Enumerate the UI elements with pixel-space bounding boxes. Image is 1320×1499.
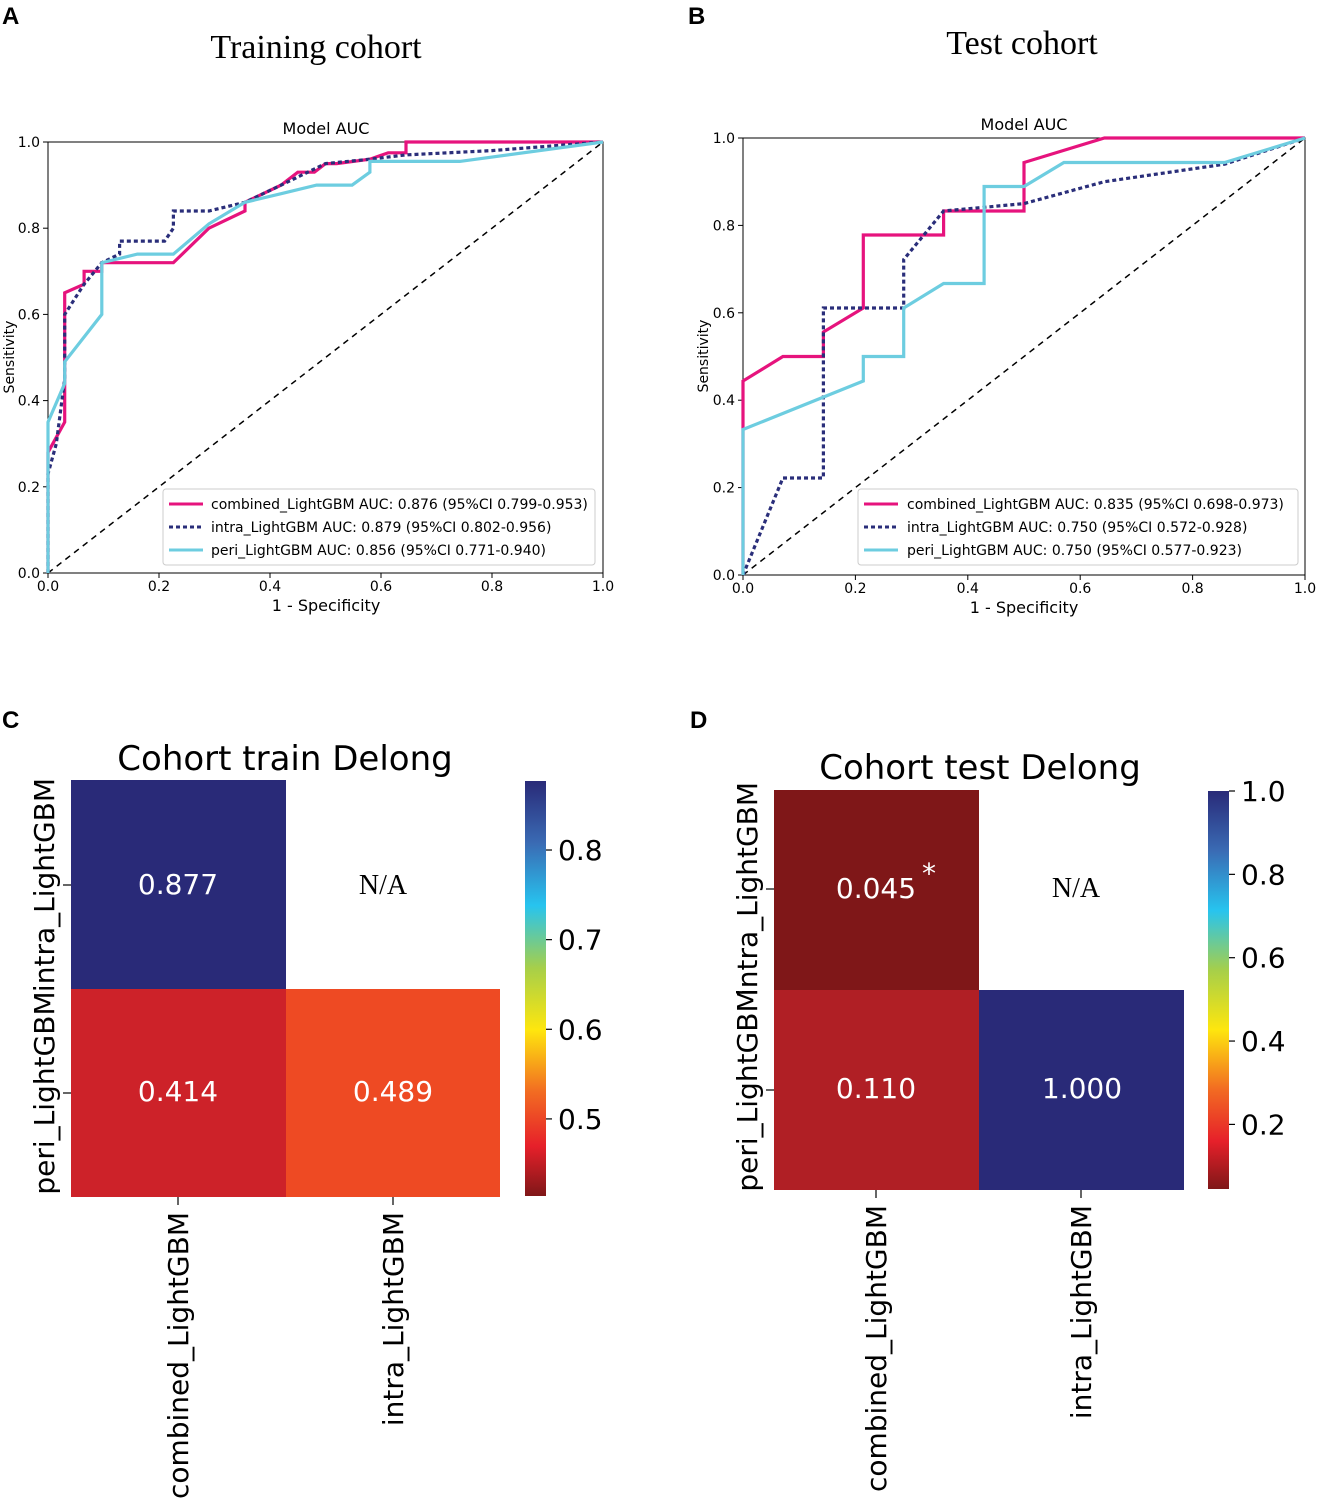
- roc-chart-test: Model AUC 0.00.0 0.2 0.2 0.4 0.4 0.6 0.6 0.8 0.8…: [696, 115, 1316, 617]
- colorbar-tick-label: 0.6: [1241, 942, 1286, 975]
- heatmap-train-delong: Cohort train Delong 0.877 N/A 0.414 0.48…: [28, 739, 603, 1499]
- roc-curve-combined: [741, 136, 1305, 575]
- col-label: intra_LightGBM: [377, 1212, 410, 1426]
- y-tick-label: 0.4: [18, 394, 40, 410]
- heatmap-cell: [979, 990, 1184, 1190]
- panel-letter-a: A: [2, 3, 19, 30]
- x-tick-label: 0.6: [1069, 581, 1091, 597]
- roc-curve-intra: [741, 136, 1306, 576]
- x-tick-label: 1.0: [592, 579, 614, 595]
- x-tick-label: 0.0: [37, 579, 59, 595]
- legend-label-intra: intra_LightGBM AUC: 0.879 (95%CI 0.802-0…: [211, 520, 551, 536]
- heatmap-cell: [71, 989, 286, 1197]
- cell-value: 0.414: [138, 1075, 218, 1108]
- panel-letter-c: C: [2, 707, 19, 734]
- roc-curve-combined: [46, 140, 603, 573]
- colorbar-tick-label: 0.8: [558, 834, 603, 867]
- y-tick-label: 1.0: [713, 131, 735, 147]
- row-label: intra_LightGBM: [28, 778, 61, 992]
- x-tick-label: 0.4: [259, 579, 281, 595]
- x-tick-label: 0.2: [148, 579, 170, 595]
- y-tick-label: 0.2: [18, 480, 40, 496]
- y-tick-label: 0.6: [18, 307, 40, 323]
- heatmap-cell: [774, 790, 979, 990]
- plot-frame: [742, 137, 1306, 576]
- test-cohort-title: Test cohort: [946, 25, 1098, 62]
- colorbar: [525, 781, 546, 1196]
- cell-value: 0.045: [836, 872, 916, 905]
- heatmap-test-delong: Cohort test Delong 0.045 * N/A 0.110 1.0…: [731, 748, 1286, 1492]
- plot-frame: [47, 141, 604, 574]
- roc-title: Model AUC: [283, 119, 370, 138]
- legend-label-combined: combined_LightGBM AUC: 0.876 (95%CI 0.79…: [211, 497, 588, 513]
- y-tick-label: 0.2: [713, 481, 735, 497]
- legend-label-peri: peri_LightGBM AUC: 0.856 (95%CI 0.771-0.…: [211, 543, 546, 559]
- x-tick-label: 0.8: [1181, 581, 1203, 597]
- roc-curve-peri: [46, 140, 604, 573]
- row-label: intra_LightGBM: [731, 782, 764, 996]
- y-axis-title: Sensitivity: [2, 321, 18, 394]
- chance-diagonal: [47, 141, 604, 574]
- cell-na: N/A: [1052, 873, 1101, 904]
- colorbar-tick-label: 0.4: [1241, 1025, 1286, 1058]
- heatmap-cell: [774, 990, 979, 1190]
- legend-box: [162, 488, 596, 566]
- heatmap-title: Cohort test Delong: [819, 748, 1141, 788]
- row-label: peri_LightGBM: [731, 988, 764, 1191]
- significance-star: *: [922, 857, 936, 890]
- x-tick-label: 0.0: [732, 581, 754, 597]
- x-tick-label: 0.4: [957, 581, 979, 597]
- roc-chart-training: Model AUC 0.00.0 0.2 0.2 0.4 0.4 0.6 0.6 0.8 0.8…: [2, 119, 614, 615]
- y-tick-label: 0.0: [713, 568, 735, 584]
- x-axis-title: 1 - Specificity: [272, 596, 381, 615]
- y-tick-label: 0.0: [18, 566, 40, 582]
- colorbar-tick-label: 0.6: [558, 1013, 603, 1046]
- cell-value: 0.110: [836, 1072, 916, 1105]
- colorbar-tick-label: 1.0: [1241, 775, 1286, 808]
- roc-title: Model AUC: [981, 115, 1068, 134]
- y-tick-label: 0.8: [18, 221, 40, 237]
- colorbar: [1208, 791, 1229, 1189]
- chance-diagonal: [742, 137, 1306, 576]
- y-tick-label: 0.8: [713, 218, 735, 234]
- cell-value: 0.489: [353, 1075, 433, 1108]
- x-axis-title: 1 - Specificity: [970, 598, 1079, 617]
- training-cohort-title: Training cohort: [210, 29, 422, 66]
- heatmap-cell: [286, 989, 500, 1197]
- colorbar-tick-label: 0.2: [1241, 1108, 1286, 1141]
- y-tick-label: 0.4: [713, 393, 735, 409]
- colorbar-tick-label: 0.7: [558, 924, 603, 957]
- legend-label-intra: intra_LightGBM AUC: 0.750 (95%CI 0.572-0…: [907, 520, 1247, 536]
- heatmap-cell: [71, 780, 286, 989]
- cell-na: N/A: [359, 870, 408, 901]
- y-axis-title: Sensitivity: [696, 320, 712, 393]
- x-tick-label: 1.0: [1294, 581, 1316, 597]
- legend-label-peri: peri_LightGBM AUC: 0.750 (95%CI 0.577-0.…: [907, 543, 1242, 559]
- legend-label-combined: combined_LightGBM AUC: 0.835 (95%CI 0.69…: [907, 497, 1284, 513]
- panel-letter-d: D: [690, 707, 707, 734]
- row-label: peri_LightGBM: [28, 991, 61, 1194]
- x-tick-label: 0.2: [844, 581, 866, 597]
- legend: combined_LightGBM AUC: 0.835 (95%CI 0.69…: [857, 488, 1299, 566]
- cell-value: 0.877: [138, 868, 218, 901]
- roc-curve-peri: [741, 136, 1306, 575]
- legend-box: [857, 488, 1299, 566]
- col-label: combined_LightGBM: [162, 1212, 195, 1499]
- legend: combined_LightGBM AUC: 0.876 (95%CI 0.79…: [162, 488, 596, 566]
- x-tick-label: 0.6: [370, 579, 392, 595]
- y-tick-label: 1.0: [18, 135, 40, 151]
- heatmap-title: Cohort train Delong: [117, 739, 452, 779]
- cell-value: 1.000: [1042, 1072, 1122, 1105]
- y-tick-label: 0.6: [713, 306, 735, 322]
- col-label: intra_LightGBM: [1065, 1205, 1098, 1419]
- panel-letter-b: B: [688, 3, 705, 30]
- colorbar-tick-label: 0.8: [1241, 858, 1286, 891]
- col-label: combined_LightGBM: [860, 1205, 893, 1492]
- x-tick-label: 0.8: [481, 579, 503, 595]
- colorbar-tick-label: 0.5: [558, 1103, 603, 1136]
